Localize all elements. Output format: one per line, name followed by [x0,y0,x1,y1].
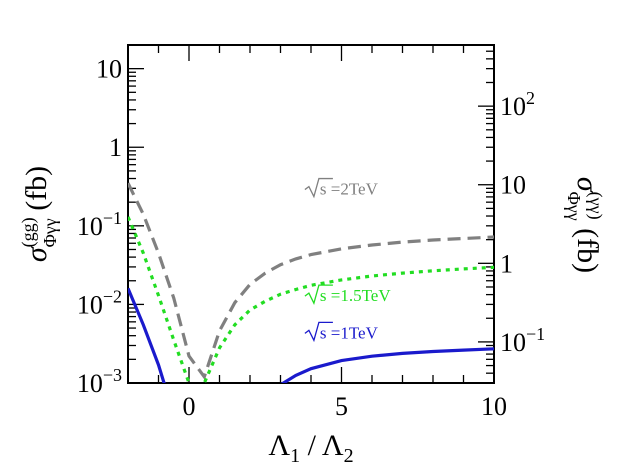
series-2tev-label-text: s =2TeV [320,180,379,199]
y-tick-label: 10−3 [77,365,122,398]
radical-sign-icon [304,284,333,305]
series-2tev-line [128,182,494,381]
y-right-tick-label: 102 [500,88,535,121]
series-1p5tev-label-text: s =1.5TeV [320,286,391,305]
y-tick-label: 10−2 [77,286,122,319]
y-tick-label: 10−1 [77,208,122,241]
tick-labels: 0 5 10 10−3 10−2 10−1 1 10 10−1 1 10 102 [77,55,545,421]
series-1tev-line [128,287,494,383]
y-right-tick-label: 1 [500,249,513,278]
series-labels: s =2TeV s =1.5TeV s =1TeV [304,177,391,343]
series-group [128,182,494,383]
series-2tev-label: s =2TeV [304,177,379,199]
plot-frame [127,44,495,384]
axis-ticks [127,44,495,384]
series-1tev-label: s =1TeV [304,321,379,343]
y-tick-label: 10 [96,55,122,84]
svg-text:σ(γγ)Φγγ (fb): σ(γγ)Φγγ (fb) [564,177,606,273]
x-tick-label: 0 [183,392,196,421]
y-right-tick-label: 10 [500,171,526,200]
series-1tev-label-text: s =1TeV [320,323,379,342]
x-tick-label: 5 [335,392,348,421]
x-tick-label: 10 [481,392,507,421]
y-right-tick-label: 10−1 [500,324,545,357]
x-axis-title: Λ1 / Λ2 [268,429,353,467]
y-axis-title-left: σ(gg) Φγγ (fb) [18,166,60,262]
radical-sign-icon [304,321,333,343]
series-1p5tev-label: s =1.5TeV [304,284,391,305]
svg-text:σ(gg)Φγγ (fb): σ(gg) Φγγ (fb) [18,166,60,262]
radical-sign-icon [304,177,333,199]
y-axis-title-right: σ(γγ)Φγγ (fb) [564,177,606,273]
y-tick-label: 1 [109,133,122,162]
